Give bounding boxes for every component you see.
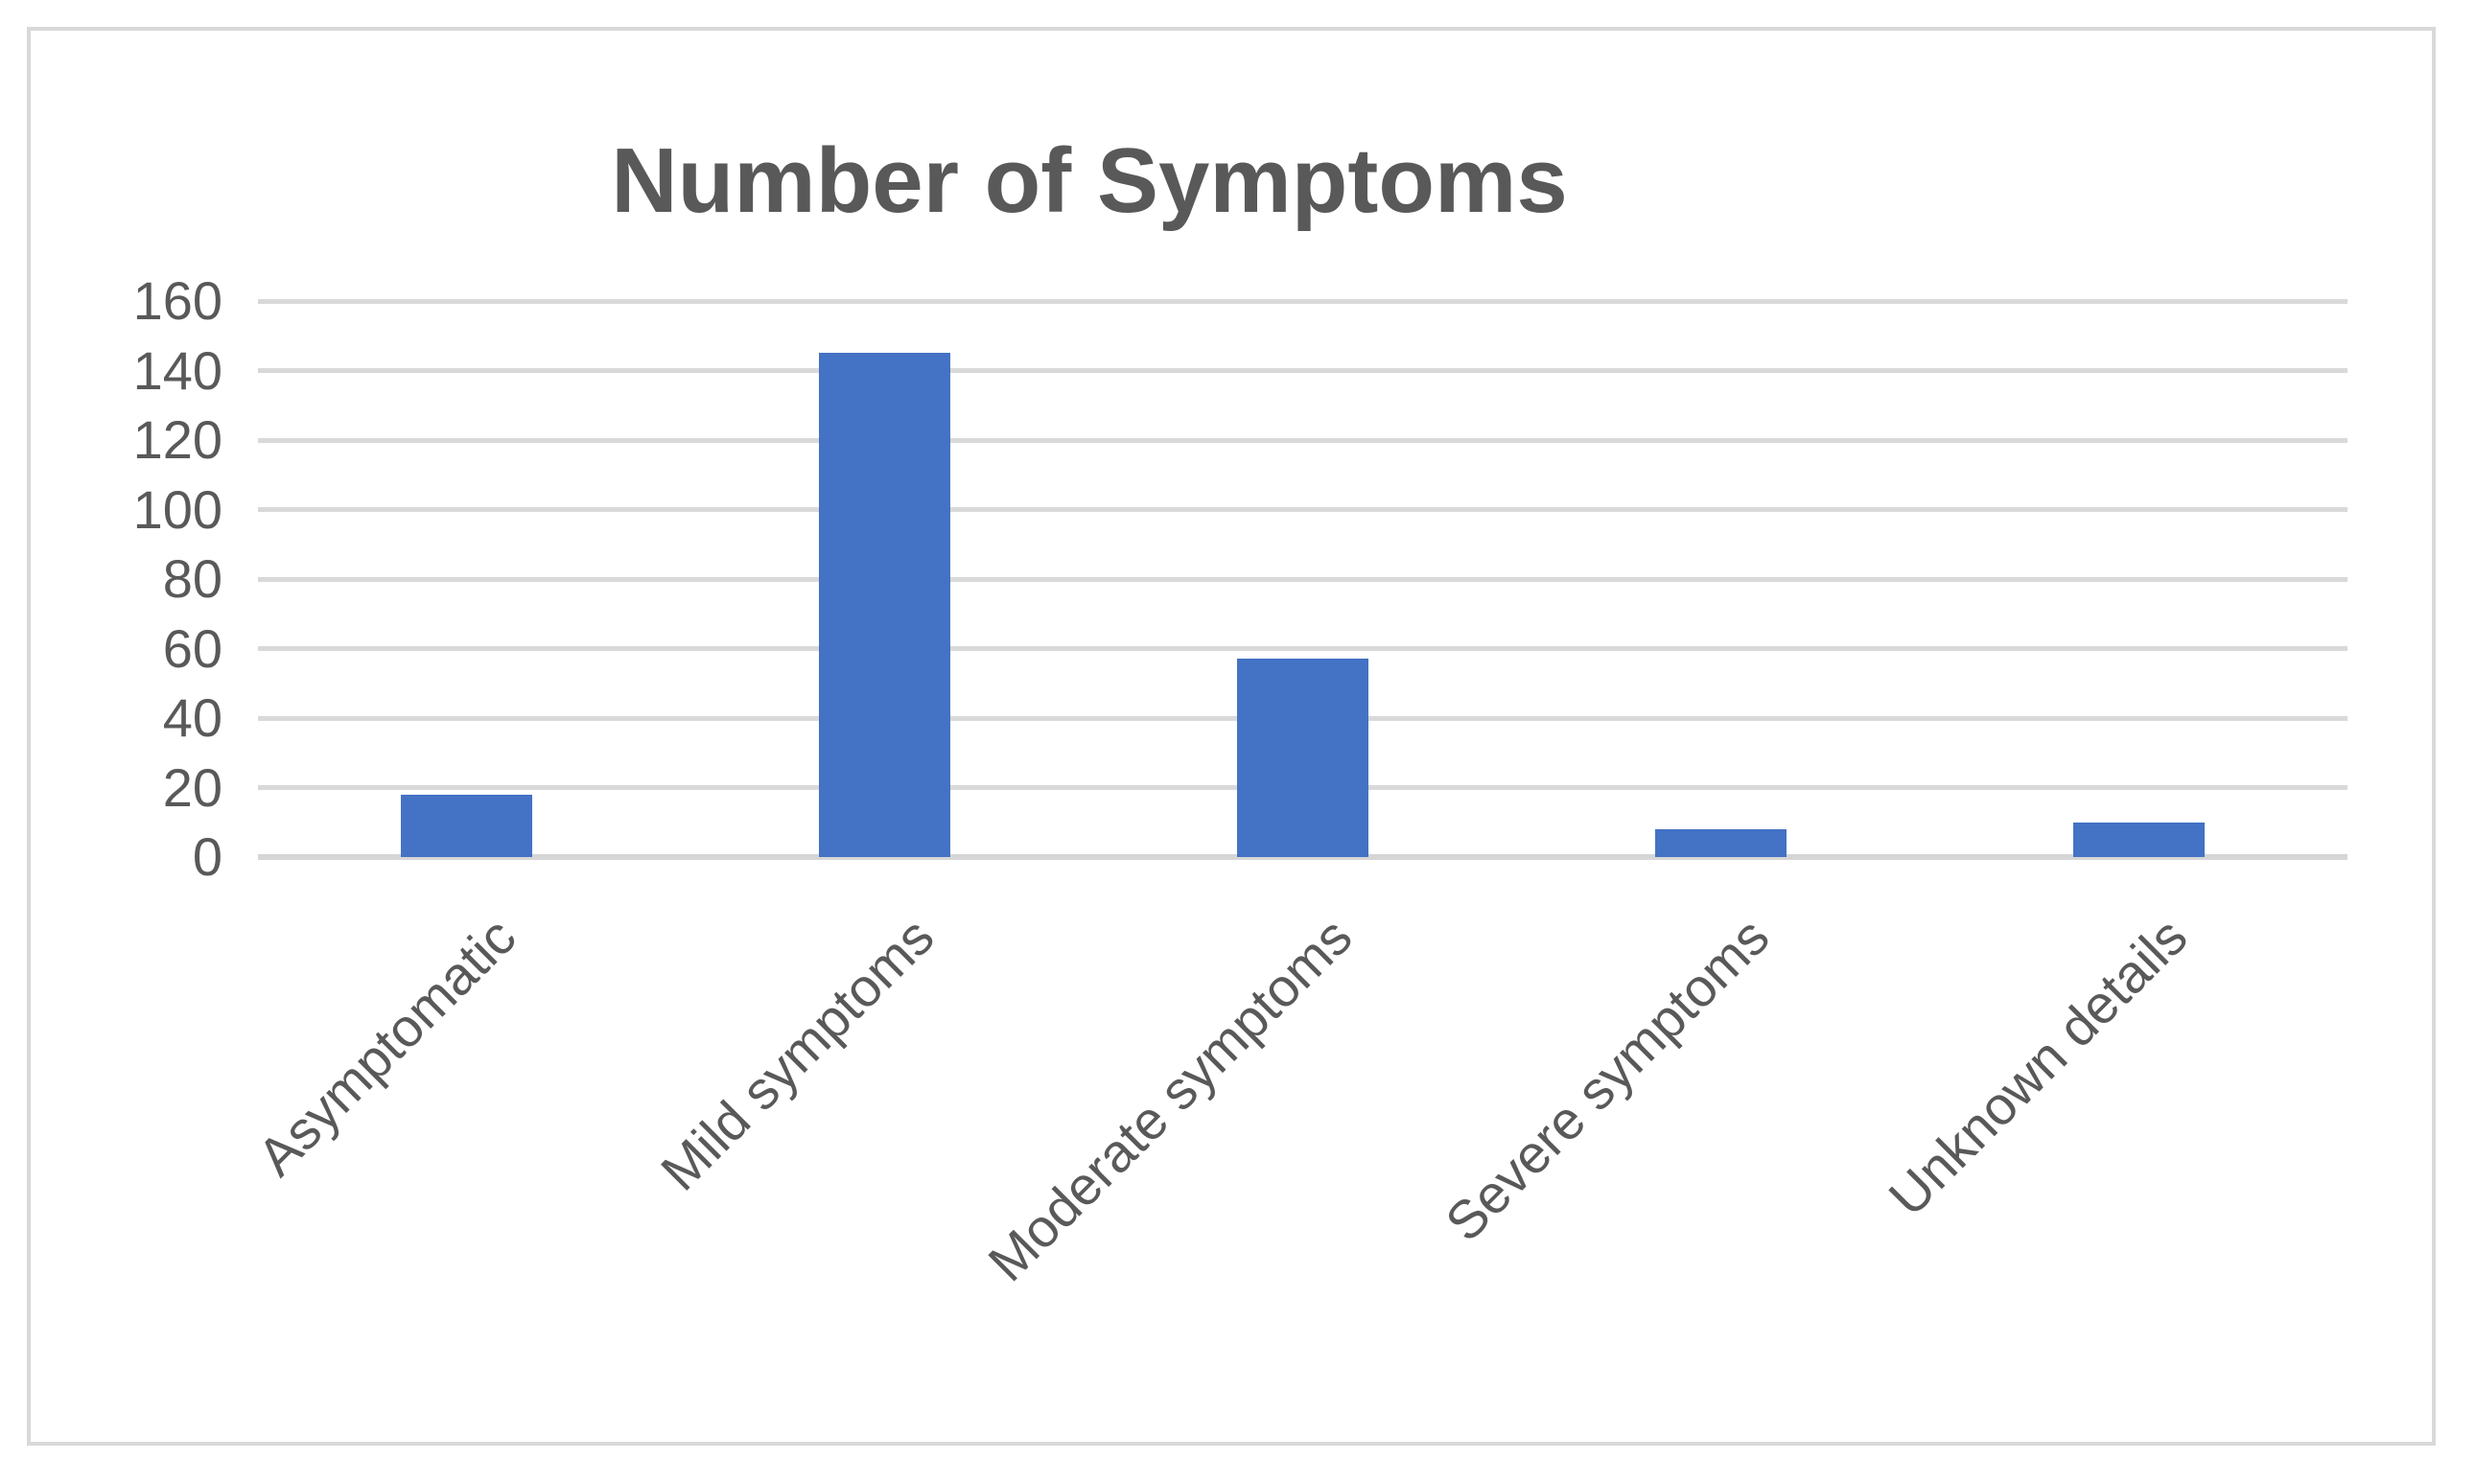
y-tick-label: 100 xyxy=(132,478,222,540)
x-tick-label: Severe symptoms xyxy=(1434,906,1781,1253)
gridline xyxy=(258,646,2348,651)
bar-moderate-symptoms xyxy=(1237,659,1368,857)
y-tick-label: 160 xyxy=(132,270,222,331)
x-tick-label: Unknown details xyxy=(1877,906,2199,1228)
gridline xyxy=(258,298,2348,304)
y-tick-label: 0 xyxy=(192,826,222,887)
chart-title: Number of Symptoms xyxy=(611,129,1568,232)
y-tick-label: 140 xyxy=(132,339,222,401)
bar-severe-symptoms xyxy=(1654,829,1787,857)
y-tick-label: 40 xyxy=(162,687,222,748)
x-axis-line xyxy=(258,854,2348,860)
gridline xyxy=(258,576,2348,582)
y-tick-label: 20 xyxy=(162,756,222,818)
gridline xyxy=(258,437,2348,443)
gridline xyxy=(258,507,2348,512)
x-tick-label: Moderate symptoms xyxy=(975,906,1364,1293)
chart-frame: Number of Symptoms 0 20 40 60 80 100 120 140 160… xyxy=(27,27,2436,1446)
bar-unknown-details xyxy=(2072,822,2205,857)
plot-area: 0 20 40 60 80 100 120 140 160 Asymptomatic Mild sy… xyxy=(31,31,2432,1442)
y-tick-label: 60 xyxy=(162,617,222,679)
y-tick-label: 120 xyxy=(132,409,222,470)
x-tick-label: Mild symptoms xyxy=(648,906,946,1202)
y-tick-label: 80 xyxy=(162,548,222,609)
x-tick-label: Asymptomatic xyxy=(245,906,527,1188)
gridline xyxy=(258,368,2348,373)
bar-mild-symptoms xyxy=(819,353,951,857)
bar-asymptomatic xyxy=(401,794,533,857)
